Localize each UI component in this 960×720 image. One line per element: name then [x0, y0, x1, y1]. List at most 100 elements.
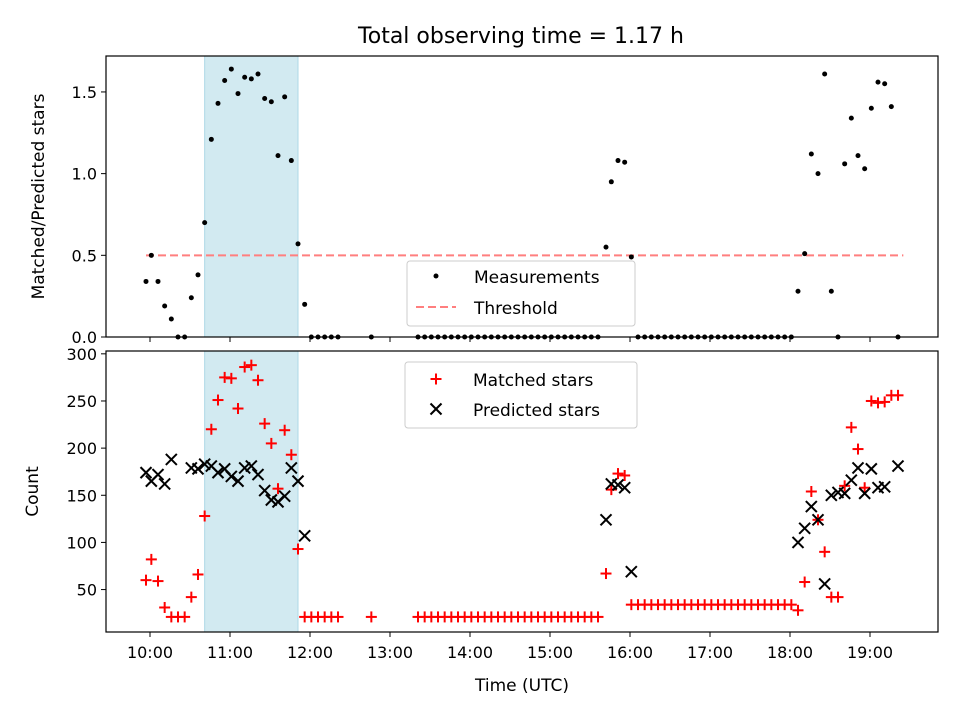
predicted-star-point — [791, 536, 805, 549]
matched-star-point — [879, 396, 891, 408]
measurement-point — [808, 151, 814, 157]
measurement-point — [235, 91, 241, 97]
predicted-star-point — [278, 490, 291, 503]
top-axes-frame — [105, 55, 939, 338]
predicted-star-point — [625, 565, 638, 578]
predicted-star-point — [805, 500, 818, 513]
chart-title: Total observing time = 1.17 h — [357, 24, 684, 49]
measurement-point — [302, 301, 308, 307]
measurement-point — [208, 136, 214, 142]
measurement-point — [155, 278, 161, 284]
x-tick-label: 17:00 — [687, 643, 733, 662]
measurement-point — [202, 220, 208, 226]
predicted-star-point — [258, 484, 271, 497]
matched-star-point — [852, 443, 864, 455]
matched-star-point — [332, 611, 344, 623]
predicted-star-point — [158, 477, 171, 491]
x-tick-label: 12:00 — [287, 643, 333, 662]
bottom-legend: Matched stars Predicted stars — [404, 361, 638, 429]
predicted-star-point — [838, 487, 851, 500]
y-tick-label: 150 — [66, 486, 97, 505]
matched-star-point — [239, 361, 251, 373]
measurement-point — [842, 161, 848, 167]
predicted-star-point — [151, 468, 165, 481]
measurement-points — [143, 66, 901, 340]
measurement-point — [828, 288, 834, 294]
predicted-star-point — [811, 513, 825, 526]
matched-star-point — [785, 599, 797, 611]
x-tick-label: 16:00 — [607, 643, 653, 662]
matched-star-point — [832, 591, 844, 603]
y-tick-label: 0.5 — [72, 246, 97, 265]
predicted-star-point — [291, 474, 305, 488]
predicted-star-point — [845, 473, 858, 487]
bottom-highlight-span — [204, 350, 299, 633]
predicted-star-point — [245, 459, 258, 473]
bottom-axes-frame — [105, 350, 939, 633]
predicted-star-point — [165, 453, 178, 466]
matched-star-point — [179, 611, 191, 623]
top-y-axis-label: Matched/Predicted stars — [29, 93, 49, 299]
x-tick-label: 19:00 — [847, 643, 893, 662]
predicted-star-point — [851, 461, 865, 475]
matched-star-point — [619, 469, 631, 481]
y-tick-label: 100 — [66, 533, 97, 552]
predicted-star-point — [191, 462, 205, 476]
measurement-point — [888, 104, 894, 110]
predicted-star-point — [139, 466, 153, 479]
matched-star-point — [192, 568, 204, 580]
predicted-star-point — [599, 513, 613, 526]
predicted-stars-points — [139, 453, 905, 591]
matched-star-point — [792, 604, 804, 616]
matched-stars-points — [140, 359, 904, 623]
measurement-point — [262, 95, 268, 101]
matched-star-point — [272, 483, 284, 495]
measurement-point — [802, 251, 808, 257]
matched-star-point — [285, 449, 297, 461]
matched-star-point — [205, 423, 217, 435]
measurement-point — [882, 81, 888, 87]
measurement-point — [275, 153, 281, 159]
x-tick-label: 11:00 — [207, 643, 253, 662]
legend-predicted-marker — [429, 402, 443, 416]
measurement-point — [215, 100, 221, 106]
predicted-star-point — [211, 466, 225, 479]
measurement-point — [868, 105, 874, 111]
predicted-star-point — [225, 470, 238, 483]
matched-star-point — [245, 359, 257, 371]
top-x-ticks — [149, 337, 871, 342]
x-tick-label: 18:00 — [767, 643, 813, 662]
matched-star-point — [365, 611, 377, 623]
matched-star-point — [199, 510, 211, 522]
matched-star-point — [232, 403, 244, 415]
measurement-point — [875, 79, 881, 85]
y-tick-label: 50 — [77, 581, 97, 600]
matched-star-point — [845, 421, 857, 433]
measurement-point — [622, 159, 628, 165]
x-tick-label: 15:00 — [527, 643, 573, 662]
legend-matched-marker — [430, 373, 442, 385]
legend-measurements-label: Measurements — [474, 268, 600, 288]
measurement-point — [228, 66, 234, 72]
y-tick-label: 1.5 — [72, 83, 97, 102]
measurement-point — [162, 303, 168, 309]
predicted-star-point — [878, 480, 891, 493]
matched-star-point — [159, 601, 171, 613]
measurement-point — [855, 153, 861, 159]
legend-measurements-marker — [433, 273, 439, 279]
legend-predicted-label: Predicted stars — [473, 401, 600, 421]
legend-threshold-label: Threshold — [473, 299, 558, 319]
top-y-ticks: 0.0 0.5 1.0 1.5 — [72, 83, 106, 347]
y-tick-label: 300 — [66, 345, 97, 364]
matched-star-point — [605, 484, 617, 496]
measurement-point — [815, 171, 821, 177]
matched-star-point — [600, 568, 612, 580]
matched-star-point — [859, 482, 871, 494]
measurement-point — [248, 76, 254, 82]
matched-star-point — [839, 480, 851, 492]
matched-star-point — [152, 575, 164, 587]
measurement-point — [862, 166, 868, 172]
measurement-point — [242, 74, 248, 80]
